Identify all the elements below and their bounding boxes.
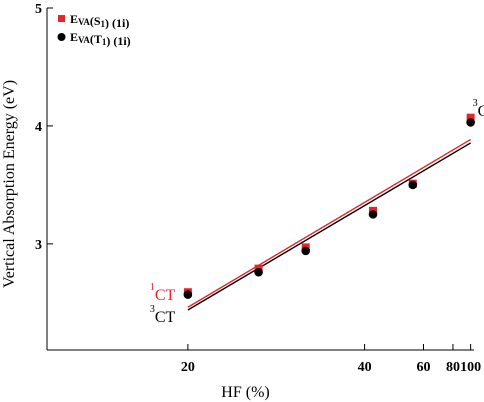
data-point-circle [254,267,263,277]
tick-labels: 20 40 60 80 100 5 4 3 [35,2,481,375]
tick-marks [47,7,472,350]
annotation-superscript: 3 [150,304,155,315]
fit-lines [187,138,471,311]
y-tick-label: 4 [35,120,42,135]
fit-line-series-2 [187,142,471,311]
data-point-circle [466,118,475,127]
annotation-superscript: 3 [473,98,478,109]
legend: EVA(S1) (1i)EVA(T1) (1i) [57,12,131,48]
annotation-label: CT [478,103,484,120]
annotation-label: CT [155,287,176,304]
x-tick-label: 40 [358,360,372,375]
x-tick-label: 60 [417,360,431,375]
legend-item: EVA(T1) (1i) [57,30,131,48]
annotation-label: CT [155,309,176,326]
data-points [183,113,475,299]
y-axis-label: Vertical Absorption Energy (eV) [1,80,18,288]
annotation-ct-1: 1 CT [150,282,176,304]
data-point-square [466,113,475,122]
x-axis-label: HF (%) [221,384,269,401]
data-point-circle [368,210,378,219]
legend-label: EVA(T1) (1i) [70,30,131,48]
x-tick-label: 100 [460,360,481,375]
y-tick-label: 5 [35,2,42,17]
data-point-circle [301,246,310,256]
annotation-ct-2: 3 CT [150,304,176,326]
legend-marker-square [58,15,65,22]
x-tick-label: 80 [446,360,460,375]
axes [46,8,474,351]
data-point-circle [183,290,193,299]
annotations: 1CT3CT3CT [150,98,484,326]
annotation-ct-3: 3CT [473,98,484,120]
fit-line-series-1 [187,138,471,308]
annotation-superscript: 1 [150,282,155,293]
legend-marker-circle [57,33,66,41]
data-point-circle [408,180,418,190]
y-tick-label: 3 [35,238,42,253]
x-tick-label: 20 [181,360,195,375]
legend-label: EVA(S1) (1i) [70,12,129,30]
legend-item: EVA(S1) (1i) [58,12,129,30]
